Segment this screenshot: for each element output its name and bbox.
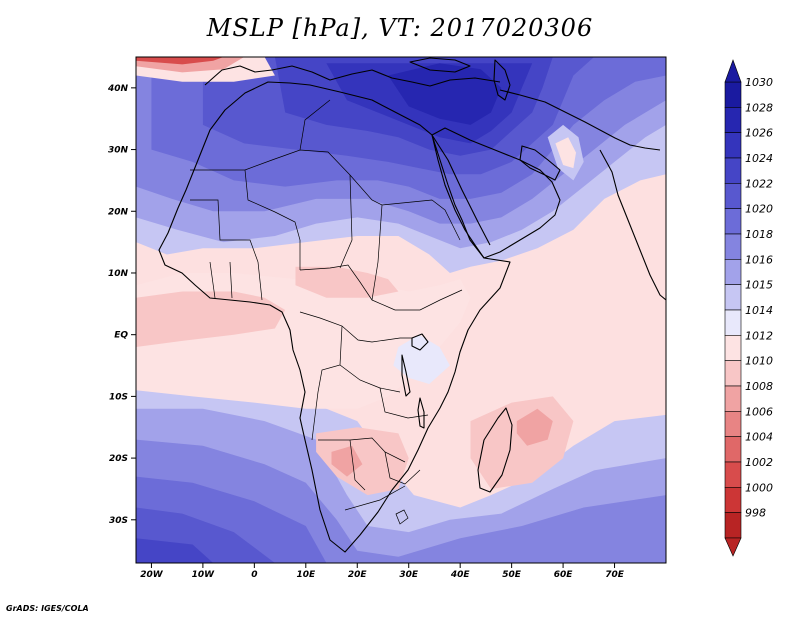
mediterranean-north-coastline	[204, 65, 501, 87]
field-region-south-high-1024	[136, 538, 214, 563]
colorbar-label: 1006	[745, 405, 773, 418]
colorbar-swatch	[724, 385, 742, 412]
colorbar-swatch	[724, 107, 742, 133]
field-region-east-africa-white	[393, 334, 450, 384]
grads-credit: GrADS: IGES/COLA	[6, 604, 89, 613]
border-lines	[190, 99, 463, 511]
colorbar-swatch	[724, 309, 742, 336]
colorbar-swatch	[724, 81, 742, 108]
colorbar: 1030 1028 1026 1024 1022 1020 1018 1016 1015 1014…	[724, 59, 773, 557]
coastlines	[158, 57, 666, 553]
arabia-coastline	[431, 127, 561, 259]
lake-victoria	[411, 333, 429, 351]
black-sea-coastline	[409, 57, 471, 73]
red-sea-coastline	[431, 134, 491, 246]
field-region-iberia-low-1002	[136, 57, 224, 65]
colorbar-label: 1020	[745, 203, 773, 216]
india-coastline	[599, 149, 666, 301]
colorbar-swatch	[724, 360, 742, 387]
colorbar-swatch	[724, 461, 742, 488]
colorbar-label: 1030	[745, 76, 773, 89]
colorbar-label: 1018	[745, 228, 773, 241]
y-tick-label: 30N	[108, 146, 129, 156]
y-tick-label: 20S	[109, 454, 128, 464]
madagascar-coastline	[477, 407, 513, 493]
x-tick-label: 20E	[348, 570, 368, 580]
y-tick-label: 30S	[109, 516, 128, 526]
x-tick-label: 70E	[605, 570, 625, 580]
colorbar-label: 1004	[745, 431, 773, 444]
lesotho-border	[395, 509, 409, 525]
colorbar-label: 1016	[745, 253, 773, 266]
colorbar-label: 1024	[745, 152, 773, 165]
colorbar-swatch	[724, 512, 742, 539]
x-tick-label: 10E	[296, 570, 316, 580]
x-tick-label: 30E	[399, 570, 419, 580]
field-region-iran-low-1012	[555, 137, 576, 169]
chart-title: MSLP [hPa], VT: 2017020306	[206, 14, 594, 42]
y-tick-label: 20N	[108, 207, 129, 217]
x-axis: 20W 10W 0 10E 20E 30E 40E 50E 60E 70E	[140, 563, 625, 580]
colorbar-swatch	[724, 183, 742, 209]
colorbar-swatch	[724, 284, 742, 311]
colorbar-label: 1000	[745, 481, 773, 494]
lake-tanganyika	[401, 354, 411, 397]
colorbar-label: 1028	[745, 101, 773, 114]
colorbar-top-arrow	[724, 59, 742, 83]
country-borders	[190, 99, 463, 525]
iran-coastline	[499, 89, 661, 151]
colorbar-label: 1002	[745, 456, 773, 469]
x-tick-label: 20W	[140, 570, 164, 580]
x-tick-label: 10W	[192, 570, 216, 580]
colorbar-swatch	[724, 411, 742, 437]
colorbar-label: 1022	[745, 177, 773, 190]
plot-frame	[135, 56, 667, 564]
y-tick-label: EQ	[114, 331, 128, 341]
colorbar-label: 1015	[745, 279, 773, 292]
colorbar-label: 1008	[745, 380, 773, 393]
field-region-sahel-low-1010	[295, 266, 399, 298]
colorbar-swatch	[724, 259, 742, 285]
field-region-west-africa-low-1010	[136, 291, 286, 347]
x-tick-label: 40E	[450, 570, 471, 580]
colorbar-label: 1026	[745, 127, 773, 140]
colorbar-swatch	[724, 132, 742, 159]
lake-malawi	[417, 397, 425, 429]
colorbar-label: 998	[745, 507, 766, 520]
colorbar-bottom-arrow	[724, 537, 742, 557]
colorbar-swatch	[724, 335, 742, 361]
y-tick-label: 10N	[108, 269, 129, 279]
x-tick-label: 60E	[554, 570, 574, 580]
y-tick-label: 40N	[107, 84, 129, 94]
field-region-mascarene-low-1008	[516, 408, 553, 446]
field-region-kalahari-low-1010	[316, 427, 409, 496]
colorbar-swatch	[724, 157, 742, 184]
colorbar-swatch	[724, 233, 742, 260]
caspian-coastline	[493, 59, 511, 101]
africa-coastline	[158, 81, 511, 553]
colorbar-swatch	[724, 208, 742, 235]
persian-gulf-coastline	[519, 145, 561, 181]
x-tick-label: 50E	[502, 570, 522, 580]
x-tick-label: 0	[251, 570, 257, 580]
field-region-kalahari-low-1008	[331, 445, 363, 477]
colorbar-label: 1010	[745, 355, 773, 368]
y-axis: 40N 30N 20N 10N EQ 10S 20S 30S	[107, 84, 136, 526]
colorbar-swatch	[724, 436, 742, 463]
y-tick-label: 10S	[109, 392, 128, 402]
colorbar-swatch	[724, 487, 742, 513]
colorbar-label: 1012	[745, 329, 773, 342]
colorbar-label: 1014	[745, 304, 773, 317]
